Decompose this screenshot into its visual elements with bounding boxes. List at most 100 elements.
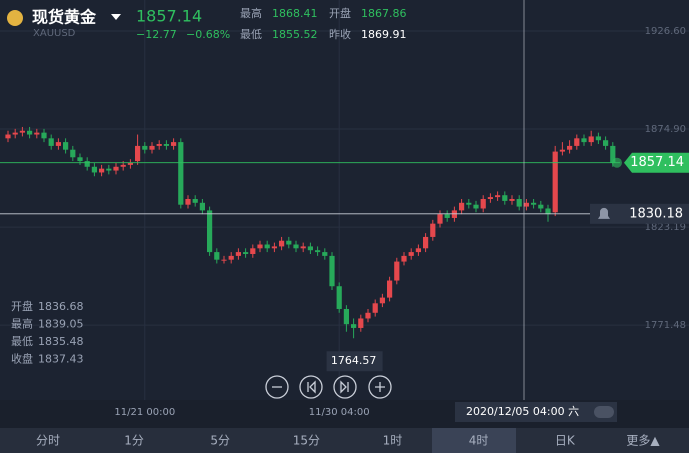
stat-label: 最高 xyxy=(240,6,262,20)
stat-value: 1869.91 xyxy=(361,28,407,41)
ohlc-label: 收盘 xyxy=(11,352,33,366)
candle-body xyxy=(106,168,112,171)
tab[interactable]: 更多▲ xyxy=(626,434,660,448)
candle-body xyxy=(156,144,162,146)
tab-active xyxy=(432,428,516,453)
candle-body xyxy=(437,214,443,224)
candle-body xyxy=(315,250,321,253)
candle-body xyxy=(567,145,573,150)
candle-body xyxy=(538,204,544,209)
zoom-in-button[interactable] xyxy=(368,375,392,399)
stat-label: 昨收 xyxy=(329,27,351,41)
candle-body xyxy=(5,134,11,139)
candle-body xyxy=(113,166,119,171)
candle-body xyxy=(365,312,371,319)
candle-body xyxy=(178,142,184,205)
crosshair-time: 2020/12/05 04:00 六 xyxy=(466,405,579,418)
candle-body xyxy=(610,145,616,163)
zoom-out-button[interactable] xyxy=(265,375,289,399)
candle-body xyxy=(192,199,198,203)
stat-value: 1868.41 xyxy=(272,7,318,20)
stat-value: 1867.86 xyxy=(361,7,407,20)
last-price-tag xyxy=(624,152,689,173)
ohlc-value: 1839.05 xyxy=(38,318,84,331)
candle-body xyxy=(257,244,263,249)
candle-body xyxy=(264,244,270,249)
crosshair-price-box xyxy=(590,203,689,224)
candle-body xyxy=(379,297,385,304)
candle-body xyxy=(423,236,429,249)
candle-body xyxy=(603,140,609,146)
tab[interactable]: 1分 xyxy=(124,434,144,448)
stat-value: 1855.52 xyxy=(272,28,318,41)
candle-body xyxy=(307,246,313,251)
candle-body xyxy=(372,303,378,313)
instrument-name[interactable]: 现货黄金 xyxy=(32,8,97,27)
stat-label: 开盘 xyxy=(329,6,351,20)
tab[interactable]: 1时 xyxy=(383,434,403,448)
candle-body xyxy=(19,130,25,133)
icon xyxy=(375,382,385,392)
candle-body xyxy=(250,248,256,254)
start-button[interactable] xyxy=(299,375,323,399)
logo xyxy=(7,10,23,26)
candle-body xyxy=(27,130,33,135)
change-pct: −0.68% xyxy=(186,28,230,41)
candle-body xyxy=(466,202,472,205)
candle-body xyxy=(351,324,357,328)
tab[interactable]: 分时 xyxy=(36,434,60,448)
candle-body xyxy=(487,197,493,200)
candle-body xyxy=(279,240,285,247)
end-button[interactable] xyxy=(333,375,357,399)
low-marker: 1764.57 xyxy=(331,354,377,367)
candle-body xyxy=(271,246,277,249)
candle-body xyxy=(336,286,342,309)
candle-body xyxy=(322,252,328,256)
candle-body xyxy=(91,166,97,173)
candle-body xyxy=(502,195,508,201)
tab[interactable]: 日K xyxy=(555,434,576,448)
candle-body xyxy=(415,248,421,253)
x-tick-label: 11/21 00:00 xyxy=(114,407,175,418)
candle-body xyxy=(135,145,141,162)
candle-body xyxy=(329,255,335,287)
y-tick-label: 1874.90 xyxy=(645,124,686,135)
candle-body xyxy=(509,199,515,201)
candle-body xyxy=(595,136,601,141)
candle-body xyxy=(99,168,105,173)
icon xyxy=(340,380,349,394)
y-tick-label: 1926.60 xyxy=(645,26,686,37)
dropdown-arrow[interactable] xyxy=(111,14,121,20)
tab[interactable]: 4时 xyxy=(469,434,489,448)
candle-body xyxy=(12,132,18,135)
tab[interactable]: 15分 xyxy=(293,434,320,448)
candle-body xyxy=(300,246,306,249)
candle-body xyxy=(70,149,76,158)
toggle[interactable] xyxy=(594,406,614,418)
last-price-label: 1857.14 xyxy=(630,155,684,170)
y-tick-label: 1823.19 xyxy=(645,222,686,233)
candle-body xyxy=(394,261,400,281)
tab[interactable]: 5分 xyxy=(210,434,230,448)
candle-body xyxy=(408,252,414,256)
candle-body xyxy=(221,259,227,261)
candle-body xyxy=(63,142,69,150)
candle-body xyxy=(343,308,349,325)
last-price-glow xyxy=(612,157,622,168)
candle-body xyxy=(185,199,191,205)
candle-body xyxy=(228,255,234,260)
ohlc-label: 最高 xyxy=(11,317,33,331)
crosshair-time-box xyxy=(455,402,617,422)
ohlc-value: 1837.43 xyxy=(38,353,84,366)
low-marker-box xyxy=(326,351,383,372)
stat-label: 最低 xyxy=(240,28,262,41)
bell-icon[interactable] xyxy=(598,207,610,219)
candle-body xyxy=(293,244,299,249)
candle-body xyxy=(77,157,83,162)
candle-body xyxy=(149,145,155,150)
candle-body xyxy=(41,132,47,139)
candle-body xyxy=(574,138,580,146)
candle-body xyxy=(480,199,486,209)
crosshair-price: 1830.18 xyxy=(629,206,683,221)
